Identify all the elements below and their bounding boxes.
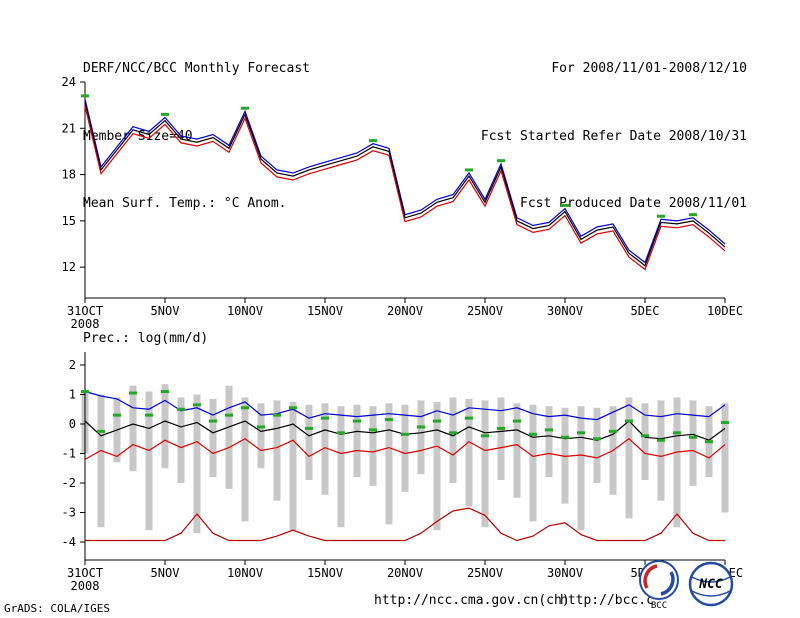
x-tick-label: 5DEC: [631, 304, 660, 318]
ensemble-range-bar: [641, 403, 649, 481]
y-tick-label: 1: [69, 387, 76, 401]
x-tick-label: 20NOV: [387, 304, 423, 318]
ensemble-range-bar: [273, 400, 281, 501]
prec-upper-line: [84, 390, 726, 421]
x-tick-label: 30NOV: [547, 566, 583, 580]
ensemble-max-line: [84, 98, 726, 264]
x-tick-label: 5NOV: [151, 304, 180, 318]
y-tick-label: -4: [62, 535, 76, 549]
y-tick-label: 15: [62, 214, 76, 228]
x-tick-label: 31OCT: [67, 304, 103, 318]
prec-panel-title: Prec.: log(mm/d): [83, 331, 209, 346]
bcc-logo: BCC: [636, 558, 682, 614]
ncc-url-text: http://ncc.cma.gov.cn(ch): [374, 593, 570, 608]
ensemble-range-bar: [625, 397, 633, 519]
ensemble-range-bar: [433, 401, 441, 531]
y-tick-label: 0: [69, 417, 76, 431]
ensemble-range-bar: [673, 397, 681, 528]
ensemble-range-bar: [449, 397, 457, 483]
ensemble-range-bar: [225, 385, 233, 489]
ensemble-range-bar: [385, 403, 393, 525]
x-tick-label: 5NOV: [151, 566, 180, 580]
ensemble-min-line: [84, 105, 726, 271]
ensemble-range-bar: [97, 394, 105, 528]
x-tick-sublabel: 2008: [71, 317, 100, 331]
ensemble-range-bar: [145, 391, 153, 531]
y-tick-label: 12: [62, 260, 76, 274]
refer-date-label: Fcst Started Refer Date 2008/10/31: [480, 128, 747, 144]
x-tick-label: 10NOV: [227, 304, 263, 318]
ensemble-range-bar: [657, 400, 665, 501]
x-tick-label: 15NOV: [307, 304, 343, 318]
ensemble-mean-line: [84, 101, 726, 267]
bcc-logo-swirl-blue: [660, 571, 675, 596]
ensemble-range-bar: [353, 404, 361, 478]
page-title: DERF/NCC/BCC Monthly Forecast: [83, 61, 310, 76]
ensemble-range-bar: [401, 404, 409, 492]
ensemble-range-bar: [193, 394, 201, 534]
x-tick-label: 20NOV: [387, 566, 423, 580]
x-tick-sublabel: 2008: [71, 579, 100, 593]
ensemble-range-bar: [337, 406, 345, 528]
bcc-url-text: http://bcc.c: [560, 593, 654, 608]
x-tick-label: 31OCT: [67, 566, 103, 580]
produced-date-label: Fcst Produced Date 2008/11/01: [520, 196, 747, 211]
ncc-logo-wave-bottom: [691, 590, 731, 597]
ensemble-range-bar: [513, 403, 521, 498]
x-tick-label: 10NOV: [227, 566, 263, 580]
y-tick-label: 18: [62, 168, 76, 182]
ensemble-range-bar: [721, 403, 729, 513]
ensemble-range-bar: [257, 403, 265, 469]
ensemble-range-bar: [369, 406, 377, 486]
forecast-range-label: For 2008/11/01-2008/12/10: [551, 61, 747, 76]
y-tick-label: -1: [62, 446, 76, 460]
ensemble-range-bar: [593, 407, 601, 483]
ncc-logo-icon: NCC: [688, 561, 734, 607]
temp-panel-title: Mean Surf. Temp.: °C Anom.: [83, 196, 287, 211]
y-tick-label: -2: [62, 476, 76, 490]
ensemble-range-bar: [497, 397, 505, 481]
prec-minimum-line: [85, 507, 725, 542]
ensemble-range-bar: [417, 400, 425, 475]
ensemble-range-bar: [689, 400, 697, 486]
y-tick-label: -3: [62, 505, 76, 519]
header-left: DERF/NCC/BCC Monthly Forecast Member Siz…: [83, 13, 310, 238]
y-tick-label: 21: [62, 121, 76, 135]
ensemble-range-bar: [241, 397, 249, 522]
ensemble-range-bar: [177, 397, 185, 483]
ensemble-range-bar: [305, 404, 313, 481]
grads-credit: GrADS: COLA/IGES: [4, 602, 110, 615]
bcc-logo-swirl-red: [643, 564, 658, 589]
bcc-logo-icon: BCC: [639, 560, 679, 611]
x-tick-label: 30NOV: [547, 304, 583, 318]
ensemble-range-bar: [577, 406, 585, 531]
ensemble-range-bar: [465, 398, 473, 507]
ensemble-range-bar: [545, 406, 553, 478]
ensemble-range-bar: [321, 403, 329, 495]
ensemble-range-bar: [529, 404, 537, 522]
x-tick-label: 25NOV: [467, 304, 503, 318]
ncc-logo-label: NCC: [698, 577, 723, 592]
x-tick-label: 25NOV: [467, 566, 503, 580]
ensemble-range-bar: [161, 384, 169, 469]
x-tick-label: 10DEC: [707, 304, 743, 318]
header-right: For 2008/11/01-2008/12/10 Fcst Started R…: [481, 13, 747, 238]
ensemble-range-bar: [289, 401, 297, 531]
y-tick-label: 24: [62, 75, 76, 89]
x-tick-label: 15NOV: [307, 566, 343, 580]
ensemble-range-bar: [209, 398, 217, 478]
ncc-logo-wave-top: [691, 576, 731, 583]
ensemble-range-bar: [561, 407, 569, 504]
bcc-logo-label: BCC: [651, 601, 667, 610]
y-tick-label: 2: [69, 358, 76, 372]
ncc-logo: NCC: [687, 560, 735, 612]
ensemble-range-bar: [129, 385, 137, 472]
prec-lower-line: [84, 437, 726, 460]
ensemble-range-bar: [481, 400, 489, 528]
